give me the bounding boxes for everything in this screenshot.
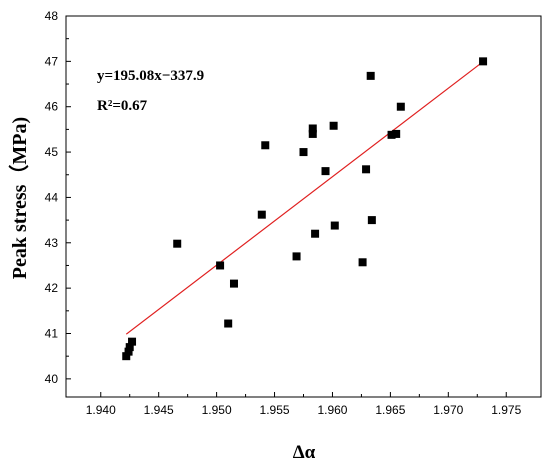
y-tick-label: 47 <box>45 54 59 68</box>
x-tick-label: 1.970 <box>433 403 463 417</box>
y-tick-label: 44 <box>45 190 59 204</box>
fit-line <box>125 61 484 335</box>
x-tick-label: 1.940 <box>86 403 116 417</box>
r-squared: R²=0.67 <box>97 98 148 114</box>
data-point <box>124 347 133 356</box>
x-tick-label: 1.950 <box>202 403 232 417</box>
data-point <box>216 261 225 270</box>
y-tick-label: 42 <box>45 281 59 295</box>
data-point <box>308 129 317 138</box>
data-point <box>367 216 376 225</box>
x-tick-label: 1.965 <box>375 403 405 417</box>
data-point <box>224 319 233 328</box>
data-point <box>479 57 488 66</box>
data-point <box>392 129 401 138</box>
y-tick-label: 43 <box>45 236 59 250</box>
data-point <box>311 229 320 238</box>
data-point <box>321 167 330 176</box>
x-axis: 1.940 1.945 1.950 1.955 1.960 1.965 1.970 1.975 <box>86 392 522 417</box>
data-point <box>125 343 134 352</box>
data-point <box>173 239 182 248</box>
data-point <box>396 102 405 111</box>
data-point <box>292 252 301 261</box>
y-tick-label: 48 <box>45 9 59 23</box>
x-axis-title: Δα <box>293 442 316 463</box>
data-point <box>299 148 308 157</box>
y-axis-title: Peak stress（MPa) <box>8 117 31 279</box>
x-tick-label: 1.975 <box>491 403 521 417</box>
data-point <box>358 258 367 267</box>
data-point <box>387 130 396 139</box>
x-tick-label: 1.960 <box>317 403 347 417</box>
data-point <box>308 124 317 133</box>
data-point <box>366 71 375 80</box>
x-tick-label: 1.945 <box>144 403 174 417</box>
data-point <box>261 141 270 150</box>
x-tick-label: 1.955 <box>260 403 290 417</box>
y-tick-label: 41 <box>45 327 59 341</box>
y-tick-label: 40 <box>45 372 59 386</box>
y-tick-label: 45 <box>45 145 59 159</box>
data-point <box>329 121 338 130</box>
data-point <box>122 352 131 361</box>
y-tick-label: 46 <box>45 100 59 114</box>
fit-equation: y=195.08x−337.9 <box>97 68 204 84</box>
y-axis: 40 41 42 43 44 45 46 47 48 <box>45 9 71 386</box>
data-point <box>362 165 371 174</box>
data-points <box>122 57 488 361</box>
fit-line-group <box>125 61 484 335</box>
data-point <box>330 221 339 230</box>
data-point <box>229 279 238 288</box>
data-point <box>128 337 137 346</box>
data-point <box>257 210 266 219</box>
